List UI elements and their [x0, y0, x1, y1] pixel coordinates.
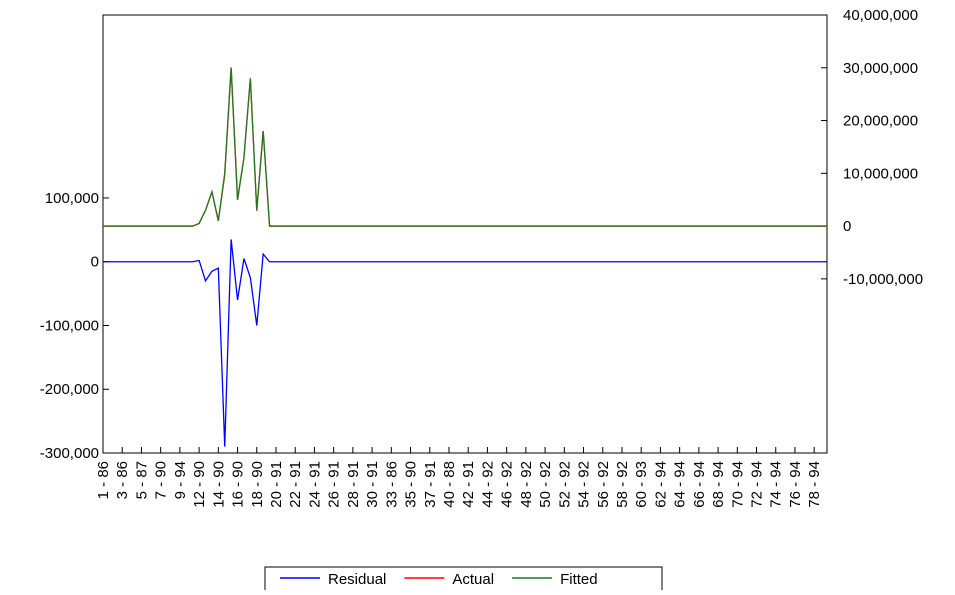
x-tick-label: 74 - 94 [768, 461, 785, 508]
series-line [103, 239, 827, 447]
y2-tick-label: 40,000,000 [843, 7, 918, 24]
y-tick-label: -300,000 [40, 445, 99, 462]
x-tick-label: 1 - 86 [95, 461, 112, 499]
x-tick-label: 62 - 94 [652, 461, 669, 508]
x-tick-label: 50 - 92 [537, 461, 554, 508]
y2-tick-label: 0 [843, 218, 851, 235]
x-tick-label: 48 - 92 [518, 461, 535, 508]
x-tick-label: 14 - 90 [210, 461, 227, 508]
x-tick-label: 40 - 88 [441, 461, 458, 508]
x-tick-label: 30 - 91 [364, 461, 381, 508]
x-tick-label: 12 - 90 [191, 461, 208, 508]
x-tick-label: 33 - 86 [383, 461, 400, 508]
y-tick-label: -100,000 [40, 317, 99, 334]
x-tick-label: 64 - 94 [672, 461, 689, 508]
x-tick-label: 24 - 91 [306, 461, 323, 508]
x-tick-label: 37 - 91 [422, 461, 439, 508]
x-tick-label: 9 - 94 [172, 461, 189, 499]
legend-label: Fitted [560, 571, 598, 588]
x-tick-label: 60 - 93 [633, 461, 650, 508]
y-tick-label: 0 [91, 254, 99, 271]
x-tick-label: 26 - 91 [326, 461, 343, 508]
x-tick-label: 16 - 90 [230, 461, 247, 508]
x-tick-label: 54 - 92 [576, 461, 593, 508]
y2-tick-label: -10,000,000 [843, 271, 923, 288]
x-tick-label: 3 - 86 [114, 461, 131, 499]
x-tick-label: 35 - 90 [403, 461, 420, 508]
y-tick-label: -200,000 [40, 381, 99, 398]
legend: Residual Actual Fitted [264, 566, 663, 592]
x-tick-label: 56 - 92 [595, 461, 612, 508]
x-tick-label: 76 - 94 [787, 461, 804, 508]
y2-tick-label: 10,000,000 [843, 165, 918, 182]
x-tick-label: 42 - 91 [460, 461, 477, 508]
x-tick-label: 18 - 90 [249, 461, 266, 508]
y2-tick-label: 30,000,000 [843, 60, 918, 77]
legend-label: Residual [328, 571, 386, 588]
legend-label: Actual [452, 571, 494, 588]
x-tick-label: 5 - 87 [133, 461, 150, 499]
x-tick-label: 72 - 94 [749, 461, 766, 508]
x-tick-label: 52 - 92 [556, 461, 573, 508]
x-tick-label: 20 - 91 [268, 461, 285, 508]
x-tick-label: 70 - 94 [729, 461, 746, 508]
series-line [103, 67, 827, 227]
y-tick-label: 100,000 [45, 190, 99, 207]
y2-tick-label: 20,000,000 [843, 113, 918, 130]
plot-frame [102, 14, 828, 454]
series-line [103, 67, 827, 227]
x-tick-label: 44 - 92 [479, 461, 496, 508]
x-tick-label: 78 - 94 [806, 461, 823, 508]
x-tick-label: 58 - 92 [614, 461, 631, 508]
x-tick-label: 68 - 94 [710, 461, 727, 508]
x-tick-label: 66 - 94 [691, 461, 708, 508]
x-tick-label: 22 - 91 [287, 461, 304, 508]
x-tick-label: 46 - 92 [499, 461, 516, 508]
x-tick-label: 7 - 90 [153, 461, 170, 499]
x-tick-label: 28 - 91 [345, 461, 362, 508]
legend-box [264, 566, 663, 592]
